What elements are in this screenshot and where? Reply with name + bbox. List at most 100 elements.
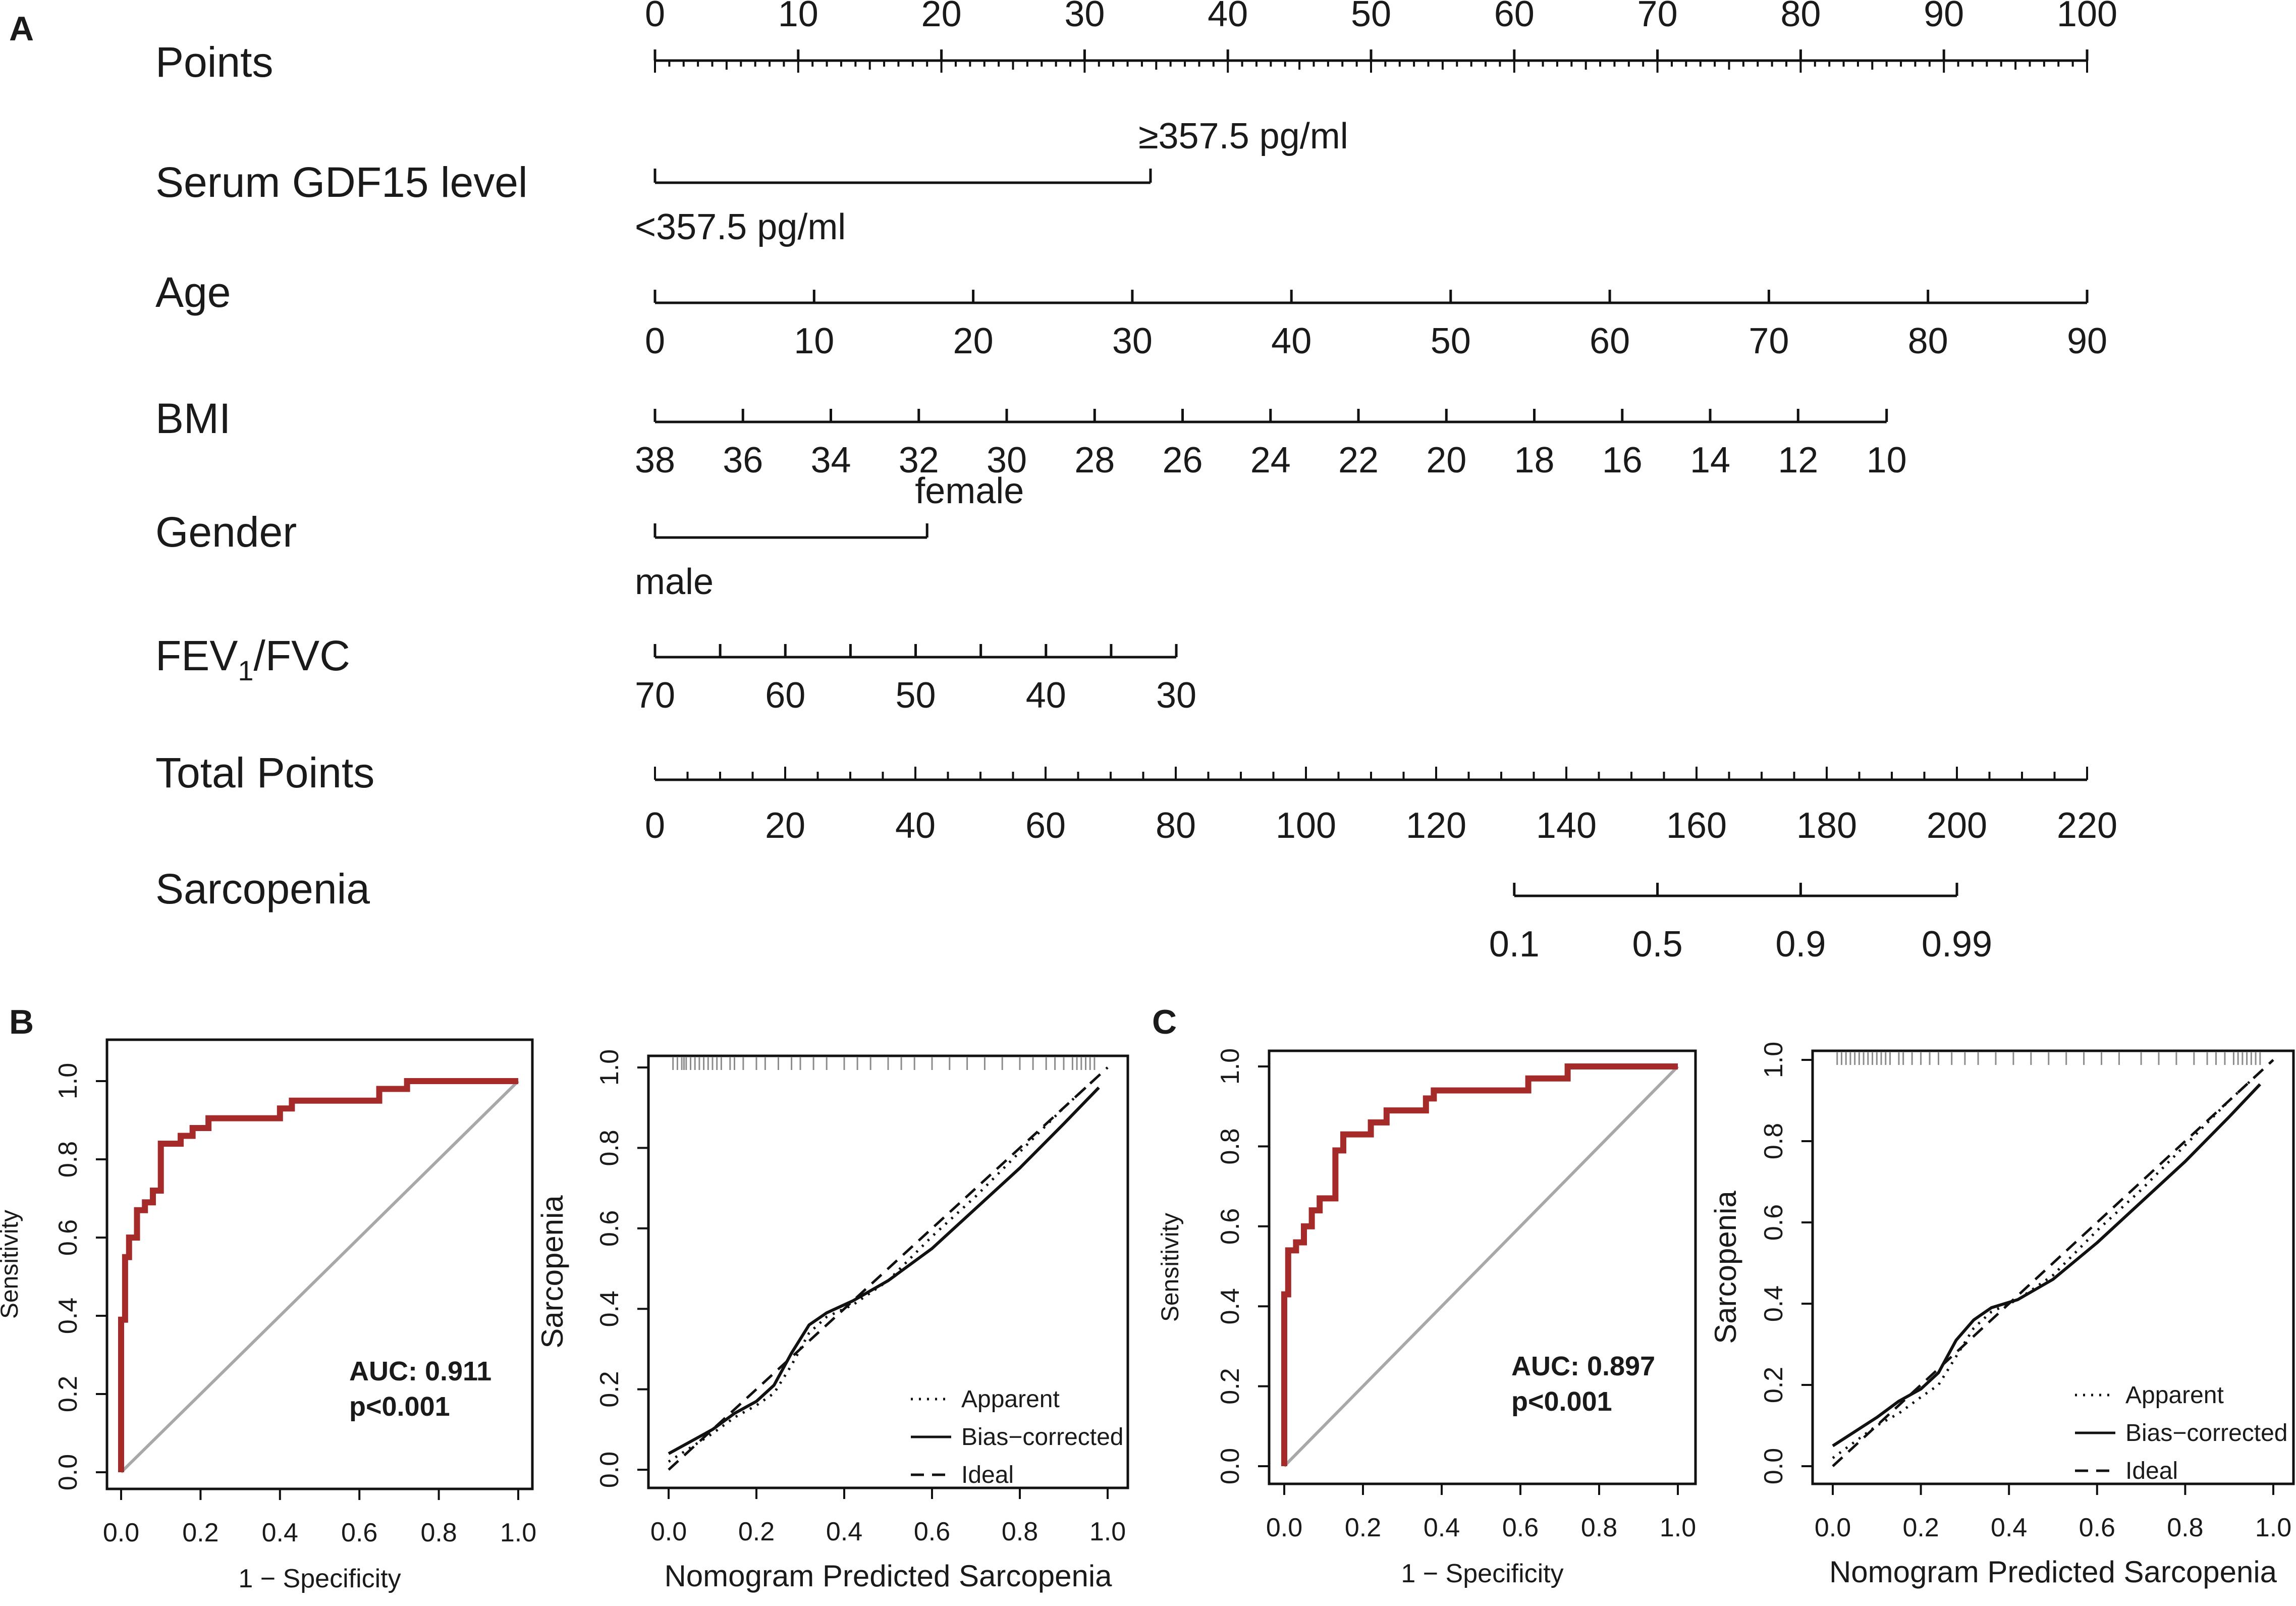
total-points-tick-label: 140: [1536, 806, 1597, 846]
total-points-tick-label: 80: [1156, 806, 1196, 846]
variable-label: Serum GDF15 level: [155, 158, 528, 206]
calibration-line-apparent: [1832, 1071, 2261, 1459]
y-tick-label: 0.8: [1216, 1128, 1245, 1164]
variable-tick-label: 40: [1271, 321, 1311, 361]
legend-label: Bias−corrected: [961, 1424, 1124, 1451]
variable-tick-label: 32: [899, 440, 939, 480]
variable-tick-label: 60: [765, 675, 805, 716]
y-tick-label: 0.6: [1216, 1208, 1245, 1245]
variable-level-label: ≥357.5 pg/ml: [1138, 116, 1348, 156]
y-axis-title: Sarcopenia: [535, 1195, 569, 1349]
x-tick-label: 0.8: [1002, 1517, 1038, 1546]
y-tick-label: 0.0: [1759, 1448, 1788, 1484]
variable-tick-label: 16: [1602, 440, 1643, 480]
plot-frame: [647, 1054, 1129, 1489]
calibration-plot-b: 0.0 0.2 0.4 0.6 0.8 1.0 0.0 0.2 0.4 0.6 0.8 1.0 Nomo…: [535, 1049, 1129, 1593]
outcome-tick-label: 0.9: [1775, 924, 1826, 965]
x-tick-label: 0.4: [1991, 1513, 2027, 1542]
x-tick-label: 0.8: [420, 1518, 457, 1547]
variable-tick-label: 12: [1778, 440, 1818, 480]
roc-curve: [1281, 1063, 1678, 1466]
outcome-label: Sarcopenia: [155, 865, 370, 913]
auc-annotation: AUC: 0.897: [1511, 1351, 1655, 1381]
y-tick-label: 0.4: [53, 1298, 83, 1334]
total-points-tick-label: 220: [2057, 806, 2117, 846]
variable-tick-label: 20: [1426, 440, 1466, 480]
variable-tick-label: 10: [794, 321, 834, 361]
p-value-annotation: p<0.001: [349, 1391, 450, 1422]
x-tick-label: 0.8: [2167, 1513, 2203, 1542]
x-tick-label: 0.4: [262, 1518, 298, 1547]
x-tick-label: 1.0: [2255, 1513, 2291, 1542]
variable-tick-label: 50: [895, 675, 936, 716]
total-points-tick-label: 160: [1666, 806, 1727, 846]
x-tick-label: 0.6: [1502, 1513, 1539, 1542]
variable-tick-label: 0: [645, 321, 665, 361]
legend-label: Bias−corrected: [2125, 1420, 2288, 1447]
variable-tick-label: 80: [1908, 321, 1948, 361]
y-tick-label: 0.0: [595, 1452, 624, 1488]
total-points-tick-label: 0: [645, 806, 665, 846]
x-tick-label: 0.8: [1581, 1513, 1617, 1542]
y-tick-label: 0.8: [53, 1141, 83, 1177]
variable-tick-label: 30: [987, 440, 1027, 480]
x-tick-label: 0.2: [738, 1517, 775, 1546]
y-tick-label: 0.0: [53, 1454, 83, 1490]
y-tick-label: 0.2: [1216, 1368, 1245, 1404]
total-points-label: Total Points: [155, 749, 374, 796]
plot-frame: [105, 1038, 534, 1490]
x-tick-label: 1.0: [1660, 1513, 1696, 1542]
plot-frame: [1811, 1049, 2295, 1485]
y-tick-label: 0.2: [53, 1376, 83, 1412]
outcome-tick-label: 0.1: [1489, 924, 1540, 965]
points-tick-label: 100: [2057, 0, 2117, 34]
y-axis-title: Sensitivity: [1157, 1213, 1184, 1322]
y-tick-label: 1.0: [1216, 1048, 1245, 1085]
points-tick-label: 30: [1064, 0, 1105, 34]
total-points-tick-label: 180: [1796, 806, 1857, 846]
legend-label: Apparent: [2125, 1382, 2224, 1409]
variable-label: Gender: [155, 508, 297, 556]
y-tick-label: 0.6: [53, 1219, 83, 1256]
roc-curve: [118, 1078, 518, 1472]
variable-label: Age: [155, 269, 231, 316]
points-tick-label: 0: [645, 0, 665, 34]
legend-label: Ideal: [961, 1462, 1014, 1488]
total-points-tick-label: 60: [1025, 806, 1066, 846]
points-tick-label: 20: [921, 0, 962, 34]
variable-tick-label: 70: [635, 675, 675, 716]
x-tick-label: 1.0: [1089, 1517, 1126, 1546]
total-points-tick-label: 100: [1276, 806, 1336, 846]
y-tick-label: 1.0: [1759, 1042, 1788, 1078]
variable-level-label: female: [915, 471, 1024, 511]
legend-label: Ideal: [2125, 1458, 2178, 1484]
y-tick-label: 0.2: [1759, 1367, 1788, 1403]
panel-label-c: C: [1152, 1003, 1177, 1041]
calibration-line-bias-corrected: [1832, 1083, 2261, 1448]
y-tick-label: 0.6: [595, 1210, 624, 1247]
x-axis-title: 1 − Specificity: [238, 1564, 401, 1593]
x-tick-label: 0.2: [1902, 1513, 1939, 1542]
auc-annotation: AUC: 0.911: [349, 1356, 491, 1386]
variable-tick-label: 90: [2067, 321, 2107, 361]
variable-tick-label: 26: [1162, 440, 1202, 480]
diagonal-reference-line: [1283, 1065, 1679, 1468]
x-tick-label: 0.0: [1266, 1513, 1302, 1542]
points-label: Points: [155, 38, 273, 86]
variable-level-label: <357.5 pg/ml: [635, 207, 846, 247]
variable-tick-label: 38: [635, 440, 675, 480]
points-tick-label: 40: [1208, 0, 1248, 34]
calibration-line-ideal: [668, 1066, 1109, 1471]
points-tick-label: 80: [1780, 0, 1821, 34]
x-tick-label: 0.6: [2079, 1513, 2115, 1542]
x-tick-label: 0.6: [914, 1517, 950, 1546]
x-tick-label: 0.4: [1424, 1513, 1460, 1542]
x-tick-label: 0.0: [103, 1518, 139, 1547]
p-value-annotation: p<0.001: [1511, 1386, 1612, 1417]
variable-tick-label: 18: [1514, 440, 1554, 480]
y-tick-label: 0.4: [1216, 1288, 1245, 1324]
x-tick-label: 0.4: [826, 1517, 862, 1546]
variable-tick-label: 50: [1431, 321, 1471, 361]
calibration-line-bias-corrected: [668, 1086, 1100, 1455]
